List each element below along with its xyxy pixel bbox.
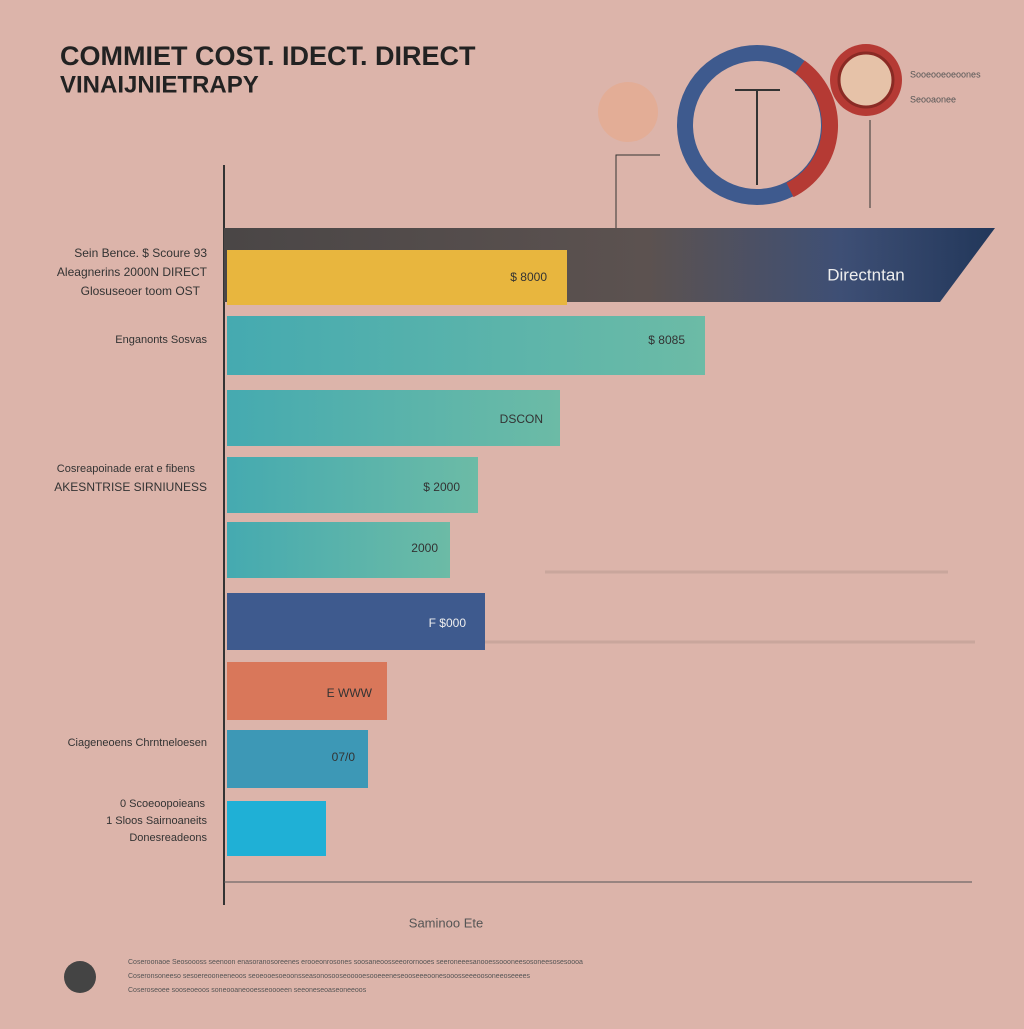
bar-label: $ 8085 bbox=[648, 333, 685, 347]
banner-text: Directntan bbox=[827, 265, 904, 284]
title: COMMIET COST. IDECT. DIRECT bbox=[60, 41, 476, 71]
side-label: Cosreapoinade erat e fibens bbox=[57, 463, 196, 475]
bar bbox=[227, 457, 478, 513]
footer-line: Coseroseoee sooseoeoos soneooaneooesseoo… bbox=[128, 987, 367, 994]
side-label: AKESNTRISE SIRNIUNESS bbox=[54, 480, 207, 494]
x-label: Saminoo Ete bbox=[409, 915, 483, 930]
bar bbox=[227, 316, 705, 375]
side-label: 1 Sloos Sairnoaneits bbox=[106, 815, 207, 827]
bar bbox=[227, 390, 560, 446]
bar bbox=[227, 593, 485, 650]
bar bbox=[227, 662, 387, 720]
footer-line: Coseroonaoe Seosoooss seenoon enasoranos… bbox=[128, 959, 583, 966]
ring-accent bbox=[786, 60, 838, 198]
badge-label: Sooeooeoeoones bbox=[910, 69, 981, 79]
subtitle: VINAIJNIETRAPY bbox=[60, 71, 259, 98]
logo bbox=[64, 961, 96, 993]
footer-line: Coseronsoneeso sesoereooneeneoos seoeooe… bbox=[128, 973, 531, 980]
bar-label: 2000 bbox=[411, 541, 438, 555]
badge-line bbox=[615, 154, 660, 228]
side-label: Glosuseoer toom OST bbox=[81, 284, 201, 298]
bar-label: $ 2000 bbox=[423, 480, 460, 494]
bar bbox=[227, 250, 567, 305]
side-label: Donesreadeons bbox=[129, 832, 207, 844]
bar bbox=[227, 801, 326, 856]
bar bbox=[227, 730, 368, 788]
bar-label: 07/0 bbox=[332, 750, 356, 764]
bar-label: E WWW bbox=[327, 686, 373, 700]
side-label: 0 Scoeoopoieans bbox=[120, 798, 206, 810]
bar-label: DSCON bbox=[500, 412, 543, 426]
seal-inner bbox=[837, 51, 895, 109]
bar-label: F $000 bbox=[429, 616, 467, 630]
badge bbox=[598, 82, 658, 142]
side-label: Ciageneoens Chrntneloesen bbox=[68, 737, 207, 749]
side-label: Sein Bence. $ Scoure 93 bbox=[74, 246, 207, 260]
side-label: Aleagnerins 2000N DIRECT bbox=[57, 265, 208, 279]
side-label: Enganonts Sosvas bbox=[115, 334, 207, 346]
bar bbox=[227, 522, 450, 578]
badge-label: Seooaonee bbox=[910, 94, 956, 104]
bar-label: $ 8000 bbox=[510, 270, 547, 284]
